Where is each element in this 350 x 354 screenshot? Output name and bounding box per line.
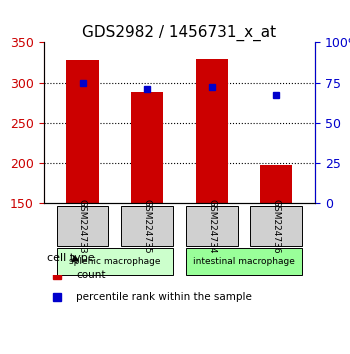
FancyBboxPatch shape [121, 206, 173, 246]
Bar [196, 58, 228, 203]
FancyBboxPatch shape [57, 247, 173, 275]
Text: splenic macrophage: splenic macrophage [69, 257, 161, 266]
Text: count: count [76, 270, 106, 280]
Text: cell type: cell type [47, 253, 94, 263]
FancyBboxPatch shape [57, 206, 108, 246]
Text: GSM224733: GSM224733 [78, 199, 87, 254]
FancyBboxPatch shape [250, 206, 302, 246]
Title: GDS2982 / 1456731_x_at: GDS2982 / 1456731_x_at [82, 25, 276, 41]
Text: percentile rank within the sample: percentile rank within the sample [76, 292, 252, 302]
FancyBboxPatch shape [186, 247, 302, 275]
Bar [66, 60, 99, 203]
Text: GSM224734: GSM224734 [207, 199, 216, 254]
Bar [260, 165, 292, 203]
Text: GSM224736: GSM224736 [272, 199, 281, 254]
Bar [131, 92, 163, 203]
FancyBboxPatch shape [186, 206, 238, 246]
Text: intestinal macrophage: intestinal macrophage [193, 257, 295, 266]
Text: GSM224735: GSM224735 [142, 199, 152, 254]
